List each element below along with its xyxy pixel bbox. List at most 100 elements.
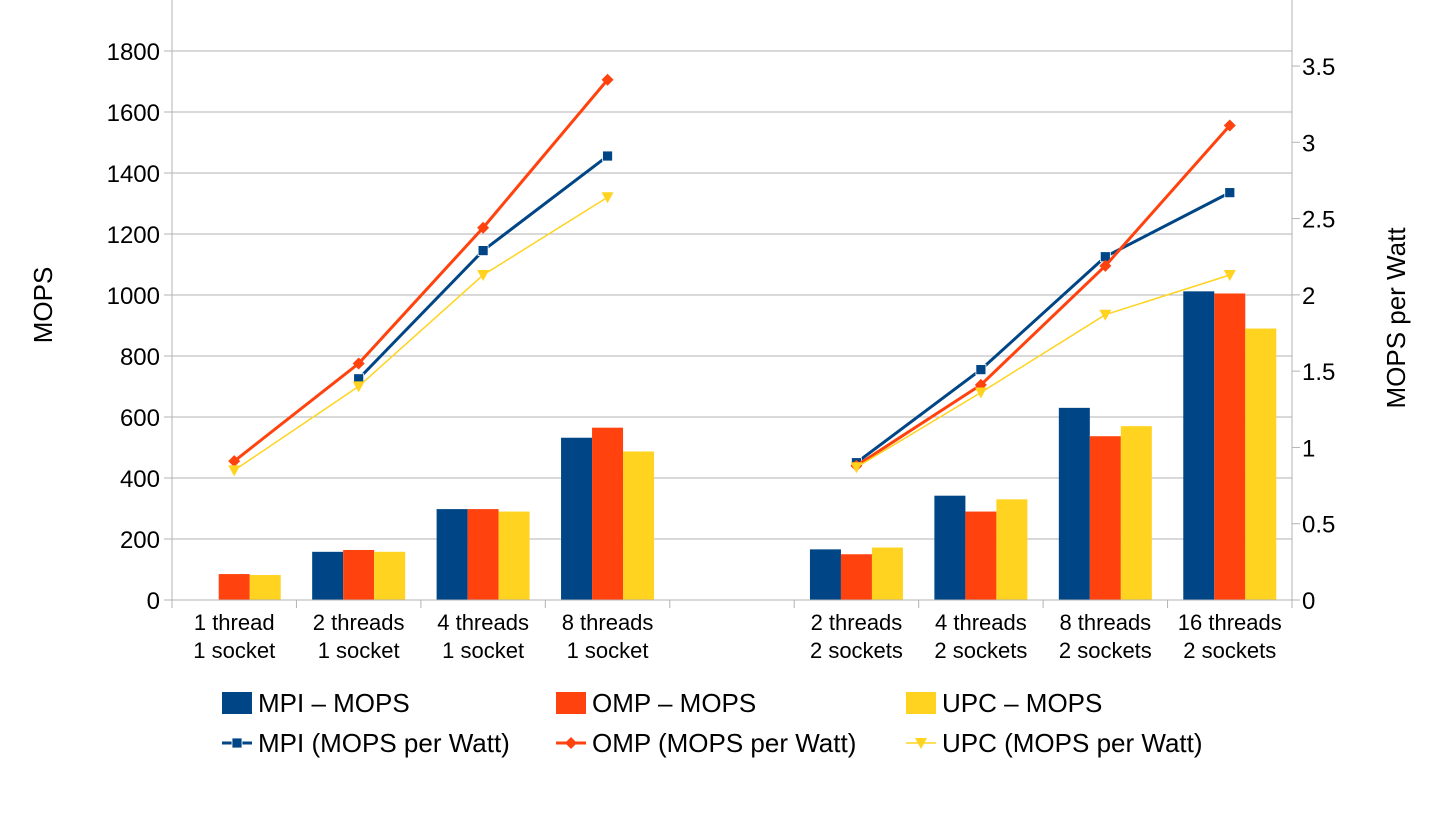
- series-line: [357, 154, 609, 380]
- legend-label: UPC (MOPS per Watt): [942, 728, 1203, 758]
- bar: [343, 549, 375, 600]
- bar: [623, 451, 655, 600]
- bar: [592, 427, 624, 600]
- y-tick-label: 1400: [107, 161, 160, 188]
- bar: [312, 551, 344, 600]
- legend-label: OMP (MOPS per Watt): [592, 728, 856, 758]
- line-point: [974, 387, 987, 399]
- y2-tick-label: 0: [1302, 588, 1315, 615]
- series-line: [856, 274, 1231, 468]
- y-tick-label: 200: [120, 527, 160, 554]
- x-tick-label: 2 sockets: [810, 638, 903, 663]
- axes: [164, 0, 1300, 608]
- bar: [1058, 407, 1090, 600]
- y2-tick-label: 2.5: [1302, 207, 1335, 234]
- line-point: [1223, 119, 1236, 132]
- line-point: [352, 357, 365, 370]
- legend-label: UPC – MOPS: [942, 688, 1102, 718]
- bar: [934, 495, 966, 600]
- y2-tick-label: 1.5: [1302, 359, 1335, 386]
- bar: [840, 554, 872, 600]
- y-tick-label: 400: [120, 466, 160, 493]
- y-tick-label: 1600: [107, 100, 160, 127]
- x-tick-label: 8 threads: [562, 610, 654, 635]
- bar: [996, 499, 1028, 600]
- x-tick-label: 2 sockets: [934, 638, 1027, 663]
- bar: [561, 437, 593, 600]
- x-tick-label: 1 thread: [194, 610, 275, 635]
- bar: [498, 511, 530, 600]
- y-tick-label: 600: [120, 405, 160, 432]
- y-tick-label: 0: [147, 588, 160, 615]
- line-point: [975, 364, 987, 376]
- series-line: [855, 124, 1231, 467]
- bar: [809, 549, 841, 600]
- y2-tick-label: 3: [1302, 130, 1315, 157]
- legend: MPI – MOPS OMP – MOPS UPC – MOPS MPI (MOPS …: [222, 688, 1203, 758]
- series-line: [855, 191, 1231, 464]
- x-tick-label: 4 threads: [935, 610, 1027, 635]
- line-point: [1224, 187, 1236, 199]
- bar: [1089, 436, 1121, 600]
- series-line: [233, 196, 608, 471]
- y-tick-label: 800: [120, 344, 160, 371]
- bar: [1120, 426, 1152, 600]
- line-point: [477, 270, 490, 282]
- x-tick-label: 1 socket: [318, 638, 400, 663]
- line-point: [602, 150, 613, 162]
- line-point: [1099, 309, 1112, 321]
- x-tick-label: 4 threads: [437, 610, 529, 635]
- x-tick-label: 16 threads: [1178, 610, 1282, 635]
- y2-tick-label: 3.5: [1302, 54, 1335, 81]
- legend-label: MPI (MOPS per Watt): [258, 728, 510, 758]
- line-point: [850, 462, 863, 474]
- bars: [218, 291, 1277, 600]
- line-point: [565, 737, 577, 749]
- legend-label: MPI – MOPS: [258, 688, 410, 718]
- bar: [436, 509, 468, 600]
- line-point: [228, 465, 241, 477]
- bar: [467, 509, 499, 600]
- line-point: [228, 455, 241, 468]
- line-point: [1099, 259, 1112, 272]
- bar: [965, 511, 997, 600]
- line-point: [231, 737, 243, 749]
- lines: [228, 73, 1236, 477]
- line-point: [1223, 270, 1236, 282]
- y2-tick-label: 1: [1302, 435, 1315, 462]
- y2-tick-label: 2: [1302, 283, 1315, 310]
- x-tick-label: 2 threads: [313, 610, 405, 635]
- legend-label: OMP – MOPS: [592, 688, 756, 718]
- legend-swatch: [222, 692, 252, 714]
- y-tick-label: 1000: [107, 283, 160, 310]
- bar: [1245, 328, 1277, 600]
- bar: [1183, 291, 1215, 600]
- y2-axis-title: MOPS per Watt: [1381, 227, 1411, 409]
- x-tick-label: 2 sockets: [1183, 638, 1276, 663]
- legend-swatch: [906, 692, 936, 714]
- bar: [249, 574, 281, 600]
- line-point: [601, 73, 614, 86]
- x-tick-label: 1 socket: [442, 638, 524, 663]
- bar: [871, 547, 903, 600]
- line-point: [477, 245, 489, 257]
- x-tick-label: 1 socket: [193, 638, 275, 663]
- x-tick-label: 2 threads: [811, 610, 903, 635]
- y-tick-label: 1800: [107, 39, 160, 66]
- line-point: [915, 738, 927, 749]
- line-point: [352, 381, 365, 393]
- x-tick-label: 2 sockets: [1059, 638, 1152, 663]
- gridlines: [172, 50, 1292, 540]
- series-line: [233, 78, 609, 463]
- line-point: [477, 221, 490, 234]
- y-tick-label: 1200: [107, 222, 160, 249]
- x-tick-label: 1 socket: [567, 638, 649, 663]
- y-axis-title: MOPS: [28, 267, 58, 344]
- bar: [374, 551, 406, 600]
- line-point: [601, 192, 614, 204]
- bar: [218, 574, 250, 600]
- x-tick-label: 8 threads: [1059, 610, 1151, 635]
- legend-swatch: [556, 692, 586, 714]
- y2-tick-label: 0.5: [1302, 512, 1335, 539]
